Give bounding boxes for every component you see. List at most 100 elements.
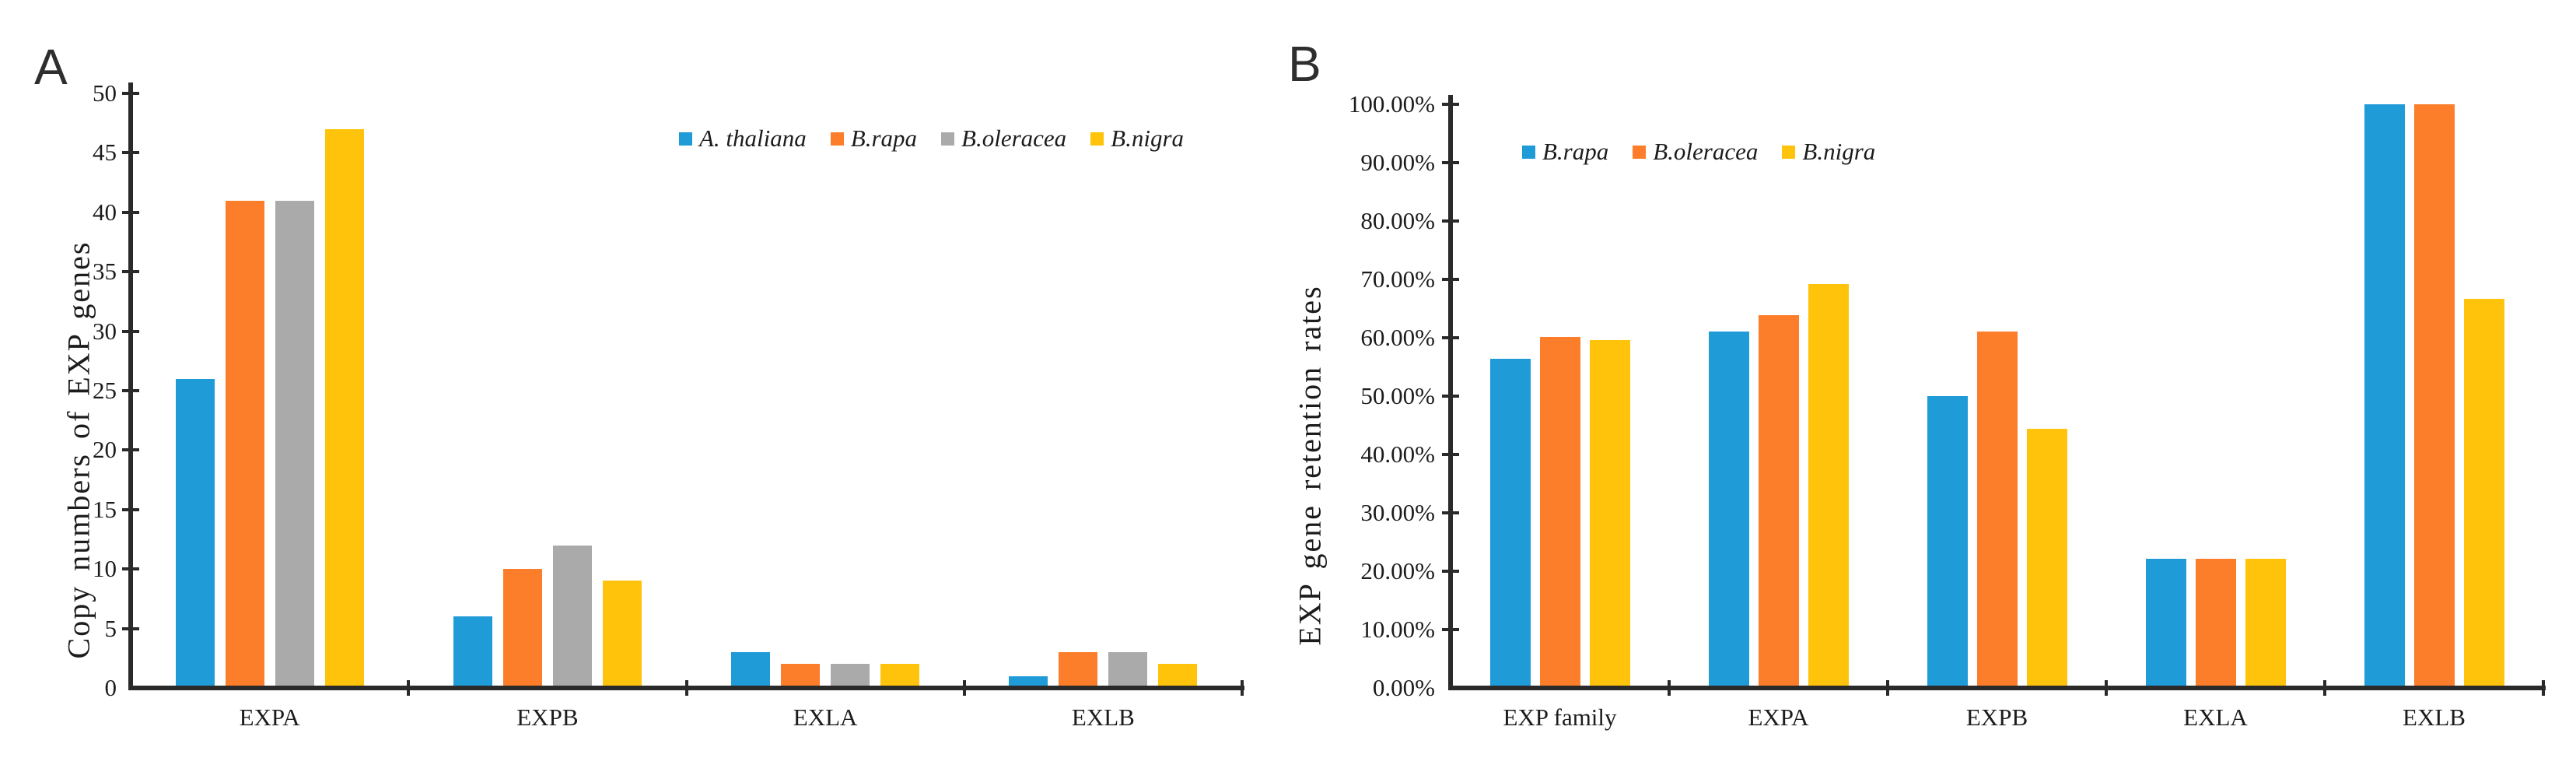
bar xyxy=(552,545,592,688)
legend-item: A. thaliana xyxy=(679,125,807,153)
bar xyxy=(275,200,314,688)
y-tick-mark xyxy=(122,626,139,630)
legend-item: B.oleracea xyxy=(1633,138,1758,166)
x-category-label: EXP family xyxy=(1503,704,1617,731)
x-tick-mark xyxy=(962,680,966,696)
x-tick-mark xyxy=(2105,680,2108,696)
legend-label: B.rapa xyxy=(1542,138,1609,165)
bar xyxy=(1059,652,1098,688)
bar xyxy=(880,664,920,688)
y-tick-label: 5 xyxy=(104,614,117,642)
y-tick-mark xyxy=(1442,103,1459,106)
y-tick-mark xyxy=(1442,278,1459,281)
bar xyxy=(502,569,542,688)
y-tick-label: 60.00% xyxy=(1360,324,1435,351)
bar xyxy=(2413,104,2455,688)
legend-label: B.nigra xyxy=(1802,138,1876,165)
legend-marker-gray-square-icon xyxy=(941,132,955,146)
bar xyxy=(1108,652,1148,688)
y-tick-mark xyxy=(122,329,139,333)
bar xyxy=(2245,558,2286,688)
bar xyxy=(175,378,215,688)
legend-item: B.nigra xyxy=(1782,138,1875,166)
legend: A. thaliana B.rapa B.oleracea B.nigra xyxy=(679,125,1184,153)
legend-marker-blue-square-icon xyxy=(679,132,692,146)
y-tick-label: 45 xyxy=(93,139,117,167)
y-tick-mark xyxy=(122,567,139,571)
y-tick-label: 25 xyxy=(93,377,117,404)
y-tick-label: 30 xyxy=(93,317,117,345)
legend-item: B.nigra xyxy=(1090,125,1184,153)
bar xyxy=(781,664,821,688)
legend-label: A. thaliana xyxy=(699,125,807,152)
y-tick-label: 0 xyxy=(104,674,117,701)
y-tick-label: 10.00% xyxy=(1360,616,1435,643)
legend-item: B.rapa xyxy=(1522,138,1608,166)
y-tick-mark xyxy=(122,92,139,95)
y-tick-mark xyxy=(1442,219,1459,223)
x-category-label: EXLB xyxy=(1071,704,1135,731)
y-tick-label: 30.00% xyxy=(1360,499,1435,526)
bar xyxy=(731,652,771,688)
y-tick-mark xyxy=(122,389,139,392)
x-tick-mark xyxy=(684,680,688,696)
x-category-label: EXPB xyxy=(516,704,579,731)
bar xyxy=(1808,284,1849,688)
y-tick-mark xyxy=(1442,511,1459,514)
bar xyxy=(1758,314,1799,688)
x-category-label: EXLA xyxy=(793,704,858,731)
legend-item: B.rapa xyxy=(830,125,917,153)
legend-marker-orange-square-icon xyxy=(830,132,844,146)
x-category-label: EXPB xyxy=(1965,704,2028,731)
y-tick-label: 50 xyxy=(93,79,117,107)
y-tick-mark xyxy=(122,507,139,511)
y-tick-label: 40.00% xyxy=(1360,440,1435,468)
x-category-label: EXPA xyxy=(239,704,300,731)
y-tick-label: 50.00% xyxy=(1360,382,1435,409)
panel-b-letter: B xyxy=(1288,36,1321,92)
bar xyxy=(1708,331,1749,688)
bar xyxy=(2195,558,2236,688)
legend-marker-orange-square-icon xyxy=(1633,145,1647,159)
y-tick-mark xyxy=(1442,336,1459,339)
bar xyxy=(2145,558,2186,688)
x-tick-mark xyxy=(2323,680,2326,696)
legend-item: B.oleracea xyxy=(941,125,1066,153)
y-tick-label: 15 xyxy=(93,495,117,523)
x-tick-mark xyxy=(1668,680,1671,696)
y-tick-mark xyxy=(1442,453,1459,456)
x-tick-mark xyxy=(407,680,411,696)
x-axis-line xyxy=(1448,686,2546,690)
bar xyxy=(1489,359,1531,688)
y-tick-mark xyxy=(122,151,139,155)
x-category-label: EXPA xyxy=(1748,704,1809,731)
y-tick-mark xyxy=(1442,628,1459,631)
bar xyxy=(225,200,264,688)
y-tick-label: 20.00% xyxy=(1360,557,1435,584)
legend-label: B.oleracea xyxy=(1653,138,1759,165)
y-tick-label: 10 xyxy=(93,555,117,583)
y-tick-label: 0.00% xyxy=(1372,674,1435,701)
bar xyxy=(1927,396,1968,688)
x-tick-mark xyxy=(1886,680,1889,696)
legend-marker-yellow-square-icon xyxy=(1090,132,1104,146)
y-axis-line xyxy=(1448,95,1453,688)
y-tick-mark xyxy=(122,448,139,452)
legend: B.rapa B.oleracea B.nigra xyxy=(1522,138,1875,166)
y-tick-label: 80.00% xyxy=(1360,207,1435,234)
panel-a-letter: A xyxy=(34,39,68,95)
y-tick-mark xyxy=(122,270,139,274)
x-category-label: EXLA xyxy=(2183,704,2248,731)
bar xyxy=(602,581,642,688)
y-tick-mark xyxy=(1442,395,1459,398)
legend-marker-blue-square-icon xyxy=(1522,145,1535,159)
y-tick-label: 90.00% xyxy=(1360,149,1435,176)
bar xyxy=(2364,104,2405,688)
bar xyxy=(1976,331,2018,688)
bar xyxy=(1589,340,1630,688)
bar xyxy=(453,616,492,688)
y-tick-mark xyxy=(1442,161,1459,164)
